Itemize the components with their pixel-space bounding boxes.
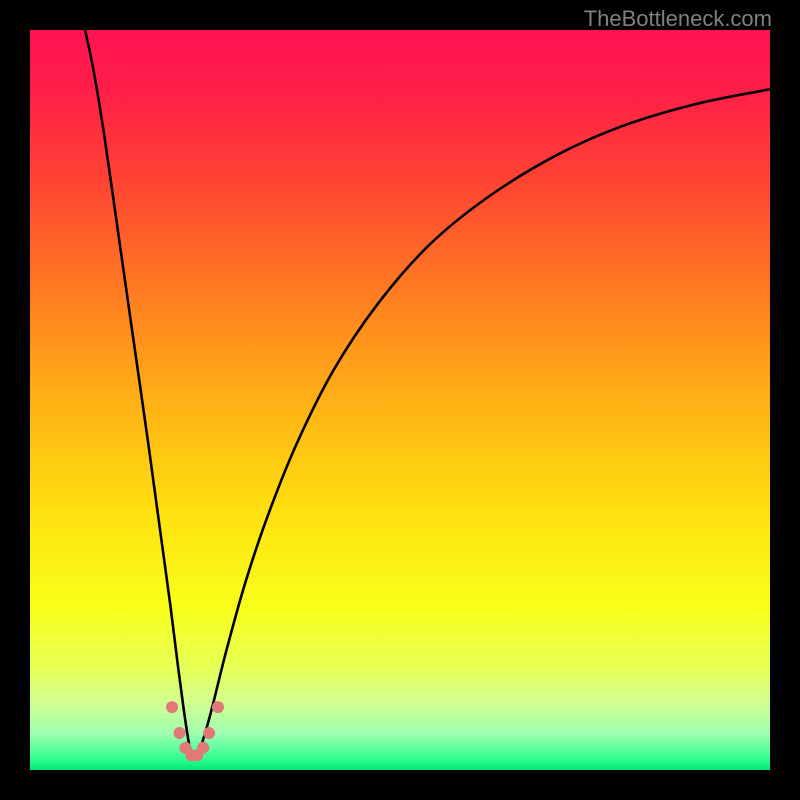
chart-plot: [30, 30, 770, 770]
chart-frame: TheBottleneck.com: [0, 0, 800, 800]
valley-marker: [203, 727, 215, 739]
watermark-text: TheBottleneck.com: [584, 6, 772, 32]
valley-marker: [197, 742, 209, 754]
valley-marker: [173, 727, 185, 739]
valley-marker: [166, 701, 178, 713]
valley-marker: [212, 701, 224, 713]
